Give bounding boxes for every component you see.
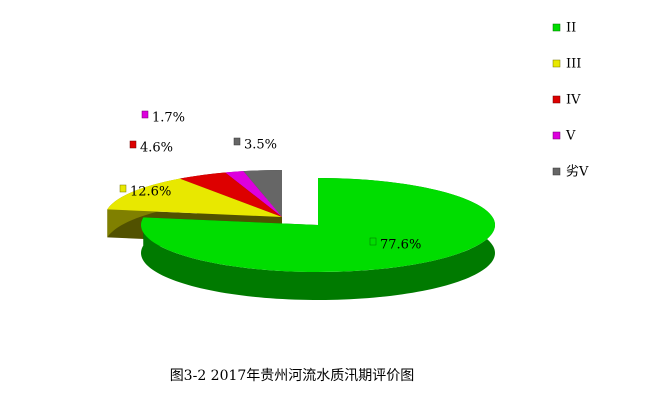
pie-slice [107, 178, 282, 217]
legend-swatch [552, 131, 561, 140]
pie-slice [225, 171, 282, 217]
pie-slice [243, 170, 282, 217]
legend-label: 劣V [566, 165, 589, 180]
label-marker [233, 137, 241, 146]
legend-label: III [566, 57, 581, 72]
legend-swatch [552, 59, 561, 68]
legend-label: V [565, 129, 576, 144]
label-marker [129, 140, 137, 149]
chart-title: 图3-2 2017年贵州河流水质汛期评价图 [170, 368, 415, 384]
legend-label: II [566, 21, 576, 36]
data-label: 77.6% [380, 238, 421, 253]
pie-slice [179, 172, 282, 217]
label-marker [369, 237, 377, 246]
legend-swatch [552, 95, 561, 104]
legend-label: IV [566, 93, 581, 108]
data-label: 12.6% [130, 185, 171, 200]
data-label: 4.6% [140, 141, 173, 156]
legend-swatch [552, 23, 561, 32]
label-marker [141, 110, 149, 119]
label-marker [119, 184, 127, 193]
pie-slice [141, 178, 496, 273]
data-label: 1.7% [152, 111, 185, 126]
data-label: 3.5% [244, 138, 277, 153]
legend-swatch [552, 167, 561, 176]
